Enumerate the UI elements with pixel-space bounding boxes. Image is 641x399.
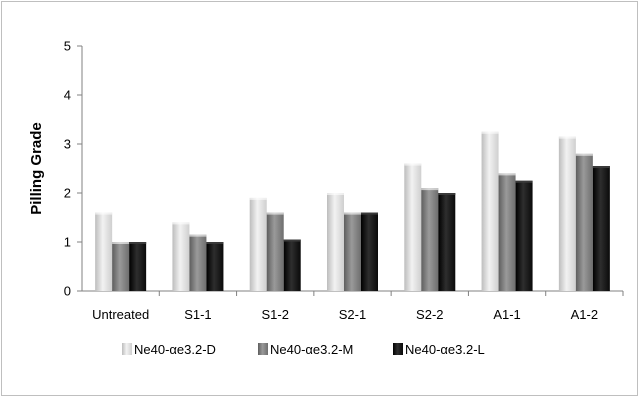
bar-top-highlight bbox=[421, 188, 439, 191]
bar-top-highlight bbox=[575, 153, 593, 156]
bar bbox=[95, 212, 113, 291]
bar bbox=[481, 131, 499, 291]
bar bbox=[327, 193, 344, 291]
bar bbox=[575, 153, 593, 291]
bar bbox=[592, 166, 610, 291]
y-tick-label: 3 bbox=[64, 137, 71, 152]
y-tick-label: 0 bbox=[64, 284, 71, 299]
legend-label: Ne40-αe3.2-D bbox=[134, 342, 216, 357]
y-axis-label: Pilling Grade bbox=[28, 122, 45, 215]
legend: Ne40-αe3.2-D Ne40-αe3.2-M Ne40-αe3.2-L bbox=[122, 342, 485, 357]
legend-swatch bbox=[393, 343, 403, 355]
legend-label: Ne40-αe3.2-M bbox=[270, 342, 353, 357]
bar-top-highlight bbox=[498, 173, 516, 176]
x-tick-label: A1-1 bbox=[493, 307, 520, 322]
bar bbox=[558, 136, 576, 291]
bar bbox=[249, 197, 267, 291]
bar-top-highlight bbox=[558, 136, 576, 139]
y-tick-label: 2 bbox=[64, 186, 71, 201]
bar bbox=[172, 222, 190, 291]
legend-label: Ne40-αe3.2-L bbox=[405, 342, 485, 357]
bar-top-highlight bbox=[481, 131, 499, 134]
x-tick-label: S2-1 bbox=[339, 307, 366, 322]
y-tick-label: 5 bbox=[64, 39, 71, 54]
bar-top-highlight bbox=[249, 197, 267, 200]
bar bbox=[266, 212, 284, 291]
x-tick-label: A1-2 bbox=[571, 307, 598, 322]
x-tick-label: S1-1 bbox=[184, 307, 211, 322]
x-tick-label: S2-2 bbox=[416, 307, 443, 322]
bar-top-highlight bbox=[266, 212, 284, 215]
bar bbox=[344, 212, 361, 291]
bar bbox=[283, 239, 301, 291]
bar-top-highlight bbox=[112, 242, 130, 244]
bar bbox=[189, 234, 207, 291]
bar bbox=[361, 212, 378, 291]
bar-top-highlight bbox=[189, 234, 207, 237]
bar-top-highlight bbox=[361, 212, 378, 215]
bar-top-highlight bbox=[327, 193, 344, 195]
bars bbox=[95, 131, 610, 291]
y-tick-label: 4 bbox=[64, 88, 71, 103]
bar-top-highlight bbox=[129, 242, 147, 244]
x-tick-label: Untreated bbox=[92, 307, 149, 322]
bar bbox=[404, 163, 422, 291]
bar bbox=[112, 242, 130, 291]
bar-top-highlight bbox=[515, 180, 533, 183]
bar-top-highlight bbox=[283, 239, 301, 242]
bar-top-highlight bbox=[592, 166, 610, 169]
bar bbox=[498, 173, 516, 291]
y-tick-label: 1 bbox=[64, 235, 71, 250]
bar bbox=[206, 242, 224, 291]
x-tick-label: S1-2 bbox=[261, 307, 288, 322]
bar bbox=[515, 180, 533, 291]
bar-top-highlight bbox=[95, 212, 113, 215]
legend-swatch bbox=[258, 343, 268, 355]
bar bbox=[129, 242, 147, 291]
labels: 0 1 2 3 4 5 Pilling Grade Untreated S1-1 S1-2 S2-1… bbox=[28, 39, 598, 323]
bar-top-highlight bbox=[206, 242, 224, 244]
bar-top-highlight bbox=[438, 193, 456, 195]
bar-top-highlight bbox=[172, 222, 190, 225]
bar-top-highlight bbox=[404, 163, 422, 166]
legend-swatch bbox=[122, 343, 132, 355]
bar bbox=[438, 193, 456, 291]
bar-top-highlight bbox=[344, 212, 361, 215]
bar bbox=[421, 188, 439, 291]
